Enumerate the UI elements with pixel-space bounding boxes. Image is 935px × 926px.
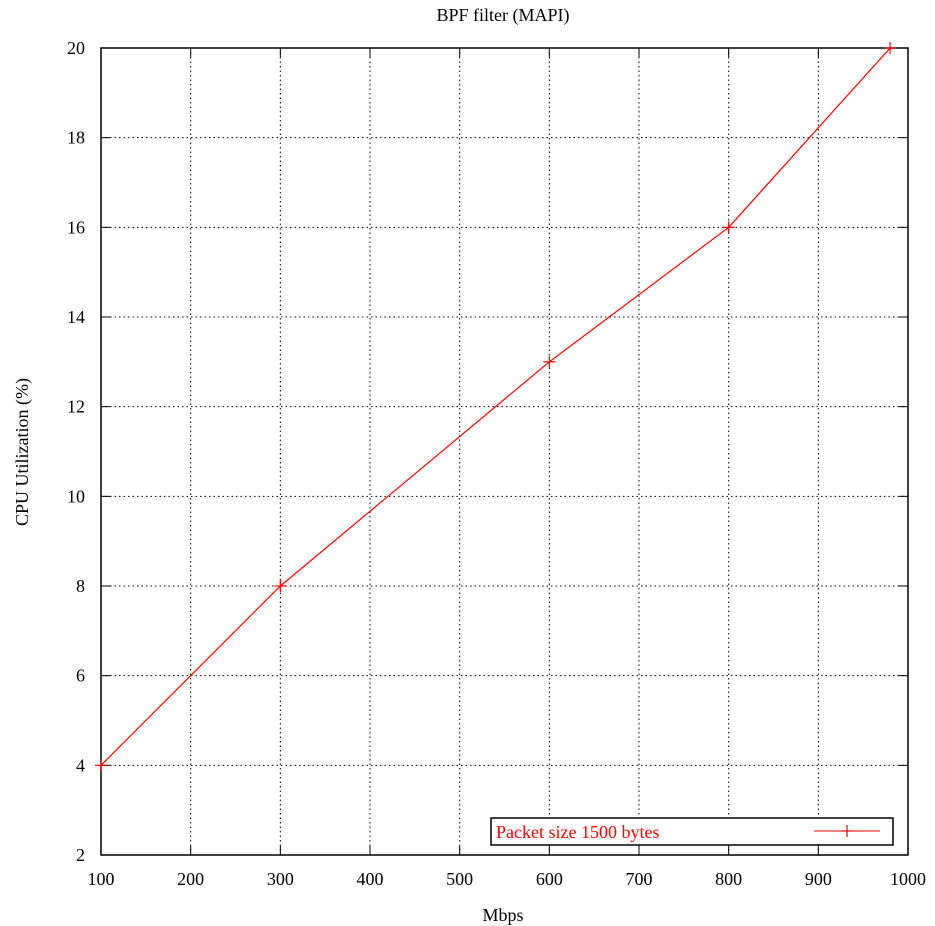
chart-title: BPF filter (MAPI)	[436, 5, 569, 26]
y-tick-label: 16	[67, 217, 85, 237]
x-tick-label: 400	[357, 869, 384, 889]
data-point	[884, 42, 897, 54]
data-point	[95, 759, 107, 772]
legend-label: Packet size 1500 bytes	[496, 822, 659, 842]
y-tick-label: 18	[67, 128, 85, 148]
data-point	[722, 221, 735, 234]
x-tick-label: 100	[88, 869, 115, 889]
series-layer	[95, 42, 897, 772]
x-tick-label: 600	[536, 869, 563, 889]
y-tick-label: 4	[76, 755, 85, 775]
y-tick-label: 14	[67, 307, 85, 327]
y-axis: 2 4 6 8 10 12 14 16 18 20	[67, 38, 908, 865]
x-tick-label: 700	[626, 869, 653, 889]
x-tick-label: 300	[267, 869, 294, 889]
y-tick-label: 10	[67, 486, 85, 506]
y-axis-label: CPU Utilization (%)	[12, 378, 33, 526]
data-point	[274, 580, 287, 592]
x-tick-label: 800	[715, 869, 742, 889]
x-tick-label: 200	[177, 869, 204, 889]
legend: Packet size 1500 bytes	[490, 817, 894, 846]
legend-marker	[841, 825, 853, 837]
grid	[101, 48, 908, 855]
x-tick-label: 900	[805, 869, 832, 889]
plot-frame	[100, 47, 909, 856]
y-tick-label: 12	[67, 397, 85, 417]
plot-border	[100, 47, 909, 856]
y-tick-label: 6	[76, 666, 85, 686]
x-tick-label: 500	[446, 869, 473, 889]
data-point	[543, 355, 556, 368]
y-tick-label: 2	[76, 845, 85, 865]
y-tick-label: 8	[76, 576, 85, 596]
x-axis-label: Mbps	[482, 905, 523, 925]
x-axis: 100 200 300 400 500 600 700 800 900 1000	[88, 48, 926, 889]
y-tick-label: 20	[67, 38, 85, 58]
x-tick-label: 1000	[890, 869, 926, 889]
